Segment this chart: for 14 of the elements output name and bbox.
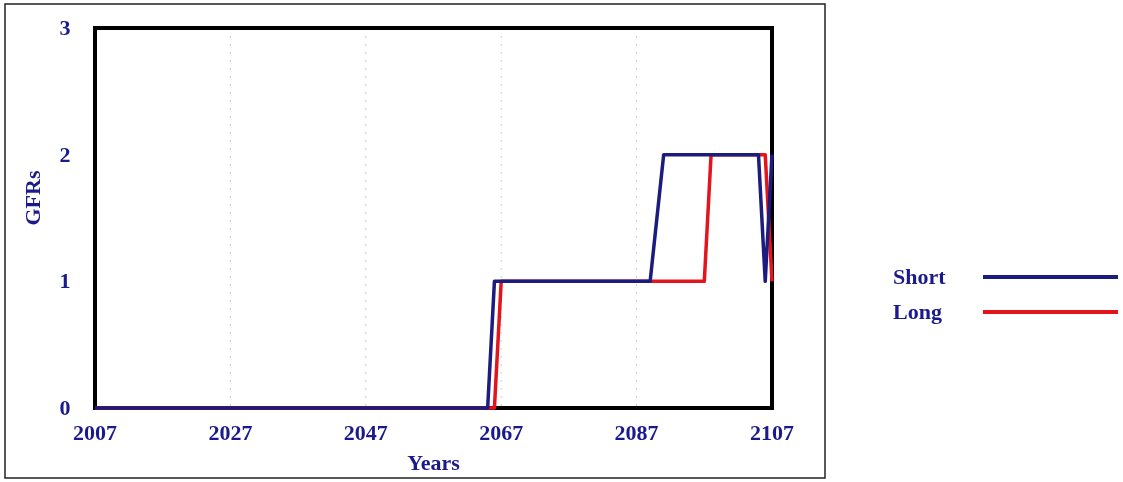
- x-tick-label: 2107: [750, 420, 794, 445]
- x-tick-label: 2027: [208, 420, 253, 445]
- y-tick-label: 0: [59, 395, 71, 420]
- text: Long: [893, 299, 942, 324]
- x-axis-title: Years: [407, 450, 461, 475]
- x-tick-label: 2047: [343, 420, 388, 445]
- text: Short: [893, 264, 947, 289]
- x-tick-label: 2007: [73, 420, 117, 445]
- y-tick-label: 3: [59, 15, 71, 40]
- y-axis-title: GFRs: [20, 170, 45, 226]
- x-tick-label: 2067: [479, 420, 524, 445]
- y-tick-label: 2: [59, 141, 71, 167]
- y-tick-label: 1: [59, 268, 71, 294]
- x-tick-label: 2087: [614, 420, 659, 445]
